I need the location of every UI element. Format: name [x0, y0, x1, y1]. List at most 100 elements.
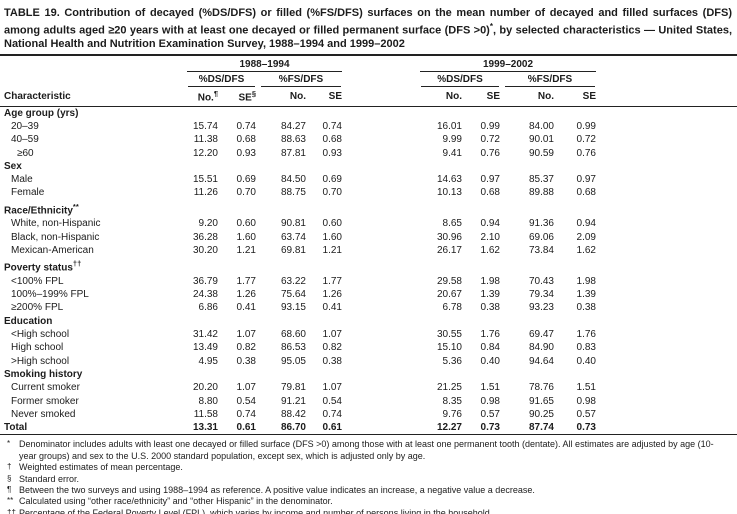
value-cell [220, 160, 258, 173]
spacer-cell [344, 231, 418, 244]
value-cell: 0.98 [480, 395, 500, 407]
value-cell: 1.98 [480, 275, 500, 287]
footnote-text: Percentage of the Federal Poverty Level … [19, 507, 493, 514]
row-label: ≥60 [17, 147, 34, 159]
value-cell: 63.22 [280, 275, 306, 287]
value-cell: 1.07 [236, 382, 256, 394]
value-cell: 1.77 [236, 275, 256, 287]
value-cell [502, 200, 556, 218]
table-row: High school 13.49 0.82 86.53 0.82 15.10 0.84 84… [0, 341, 737, 354]
column-header-no-3: No. [418, 86, 464, 107]
value-cell: 0.38 [480, 302, 500, 314]
value-cell: 36.79 [192, 275, 218, 287]
spacer-cell [344, 173, 418, 186]
period-label: 1999–2002 [420, 59, 596, 72]
value-cell: 12.20 [192, 147, 218, 159]
value-cell: 91.21 [280, 395, 306, 407]
value-cell: 1.62 [480, 244, 500, 256]
column-header-row: Characteristic No.¶ SE§ No. SE No. SE No… [0, 86, 737, 107]
value-cell: 8.65 [442, 218, 462, 230]
table-title-text: TABLE 19. Contribution of decayed (%DS/D… [4, 7, 732, 37]
value-cell: 30.55 [436, 329, 462, 341]
spacer-cell [598, 217, 737, 230]
value-cell: 0.82 [236, 342, 256, 354]
value-cell: 1.26 [322, 289, 342, 301]
value-cell: 1.39 [576, 289, 596, 301]
value-cell [258, 160, 308, 173]
value-cell: 94.64 [528, 355, 554, 367]
value-cell [418, 315, 464, 328]
value-cell [185, 106, 220, 120]
table-row: <100% FPL 36.79 1.77 63.22 1.77 29.58 1.98 70.4… [0, 275, 737, 288]
value-cell [464, 106, 502, 120]
row-label: Black, non-Hispanic [11, 231, 100, 243]
footnote: †† Percentage of the Federal Poverty Leve… [5, 508, 731, 514]
period-header-1988-1994: 1988–1994 [185, 56, 344, 72]
table-row: 20–39 15.74 0.74 84.27 0.74 16.01 0.99 84.00 0.9… [0, 120, 737, 133]
row-label: 20–39 [11, 120, 39, 132]
footnote-text: Standard error. [19, 473, 80, 484]
value-cell: 21.25 [436, 382, 462, 394]
spacer-cell [598, 315, 737, 328]
value-cell: 91.36 [528, 218, 554, 230]
value-cell: 0.40 [576, 355, 596, 367]
spacer-cell [598, 200, 737, 218]
spacer-cell [598, 56, 737, 72]
value-cell: 0.68 [576, 187, 596, 199]
table-row: Former smoker 8.80 0.54 91.21 0.54 8.35 0.98 91… [0, 395, 737, 408]
spacer-cell [598, 275, 737, 288]
measure-header-fsdfs-2: %FS/DFS [502, 72, 598, 87]
value-cell [185, 257, 220, 275]
value-cell: 0.57 [480, 408, 500, 420]
value-cell: 84.90 [528, 342, 554, 354]
spacer-cell [598, 381, 737, 394]
footnote: * Denominator includes adults with least … [5, 439, 731, 462]
spacer-cell [598, 421, 737, 436]
value-cell [418, 257, 464, 275]
value-cell: 1.60 [236, 231, 256, 243]
row-label: Poverty status†† [4, 259, 82, 274]
value-cell: 1.62 [576, 244, 596, 256]
value-cell: 1.07 [322, 382, 342, 394]
value-cell: 11.58 [193, 408, 218, 420]
value-cell: 1.07 [322, 329, 342, 341]
value-cell [258, 106, 308, 120]
measure-header-row: %DS/DFS %FS/DFS %DS/DFS %FS/DFS [0, 72, 737, 87]
footnote-symbol: †† [7, 507, 16, 514]
value-cell: 2.09 [576, 231, 596, 243]
spacer-cell [598, 301, 737, 314]
table-row: 100%–199% FPL 24.38 1.26 75.64 1.26 20.67 1.39… [0, 288, 737, 301]
table-title: TABLE 19. Contribution of decayed (%DS/D… [0, 0, 737, 56]
value-cell [258, 257, 308, 275]
value-cell [464, 257, 502, 275]
period-label: 1988–1994 [187, 59, 342, 72]
footnote-marker: ** [72, 201, 79, 211]
spacer-cell [344, 133, 418, 146]
section-row: Smoking history [0, 368, 737, 381]
value-cell: 69.06 [528, 231, 554, 243]
value-cell [308, 160, 344, 173]
value-cell [308, 315, 344, 328]
value-cell [258, 200, 308, 218]
spacer-cell [344, 355, 418, 368]
value-cell: 0.38 [576, 302, 596, 314]
value-cell [464, 160, 502, 173]
spacer-cell [344, 244, 418, 257]
value-cell [308, 257, 344, 275]
value-cell: 0.94 [480, 218, 500, 230]
value-cell: 8.35 [442, 395, 462, 407]
footnote-marker: †† [72, 259, 82, 269]
spacer-cell [344, 301, 418, 314]
spacer-cell [344, 186, 418, 199]
measure-header-fsdfs-1: %FS/DFS [258, 72, 344, 87]
spacer-cell [344, 408, 418, 421]
column-header-se-4: SE [556, 86, 598, 107]
value-cell: 0.68 [236, 134, 256, 146]
value-cell: 13.31 [185, 421, 220, 436]
value-cell: 0.54 [236, 395, 256, 407]
footnote-symbol: ¶ [7, 485, 12, 495]
value-cell [220, 106, 258, 120]
value-cell [418, 368, 464, 381]
value-cell: 75.64 [280, 289, 306, 301]
value-cell: 9.99 [442, 134, 462, 146]
